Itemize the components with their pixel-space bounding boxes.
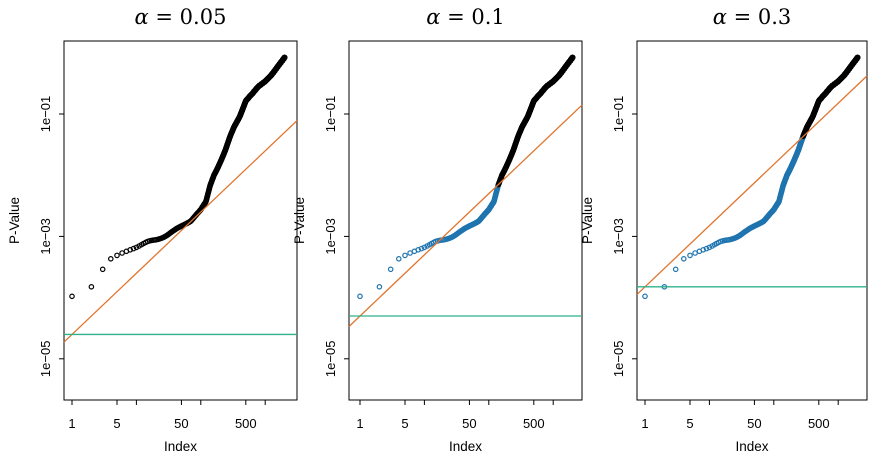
pvalue-points [357, 54, 576, 300]
y-tick-label: 1e−05 [38, 341, 53, 378]
panel-title: α = 0.05 [135, 5, 227, 29]
plot-box [636, 40, 868, 401]
panel-title: α = 0.3 [713, 5, 792, 29]
x-tick-label: 1 [356, 416, 363, 431]
x-tick-label: 500 [523, 416, 545, 431]
x-tick-label: 5 [113, 416, 120, 431]
x-tick-label: 5 [401, 416, 408, 431]
panel-alpha-0.3: α = 0.3 1 5 50 500 1e−01 1e−03 1e−05 Index P-Valu… [580, 5, 868, 454]
bh-threshold-line [63, 120, 298, 343]
plot-box [63, 40, 298, 401]
y-axis-title: P-Value [7, 197, 22, 244]
y-tick-label: 1e−01 [38, 96, 53, 133]
x-tick-label: 50 [462, 416, 476, 431]
y-tick-label: 1e−05 [611, 341, 626, 378]
x-axis-title: Index [735, 439, 768, 454]
y-tick-label: 1e−03 [323, 218, 338, 255]
y-axis-title: P-Value [292, 197, 307, 244]
plot-box [348, 40, 583, 401]
pvalue-points [642, 54, 861, 300]
x-tick-label: 50 [747, 416, 761, 431]
y-tick-label: 1e−03 [611, 218, 626, 255]
y-tick-label: 1e−03 [38, 218, 53, 255]
x-tick-label: 500 [808, 416, 830, 431]
x-tick-label: 1 [68, 416, 75, 431]
x-tick-label: 5 [686, 416, 693, 431]
panel-alpha-0.05: α = 0.05 1 5 50 500 1e−01 1e−03 1e−05 Index P-Val… [7, 5, 298, 454]
y-tick-label: 1e−01 [323, 96, 338, 133]
y-tick-label: 1e−01 [611, 96, 626, 133]
panel-title: α = 0.1 [426, 5, 505, 29]
x-axis-title: Index [449, 439, 482, 454]
bh-threshold-line [636, 75, 868, 295]
x-tick-label: 50 [174, 416, 188, 431]
x-tick-label: 500 [235, 416, 257, 431]
x-axis-title: Index [164, 439, 197, 454]
pvalue-points [69, 54, 288, 300]
x-tick-label: 1 [641, 416, 648, 431]
y-axis-title: P-Value [580, 197, 595, 244]
panel-alpha-0.1: α = 0.1 1 5 50 500 1e−01 1e−03 1e−05 Index P-Valu… [292, 5, 583, 454]
bh-threshold-line [348, 104, 583, 327]
y-tick-label: 1e−05 [323, 341, 338, 378]
